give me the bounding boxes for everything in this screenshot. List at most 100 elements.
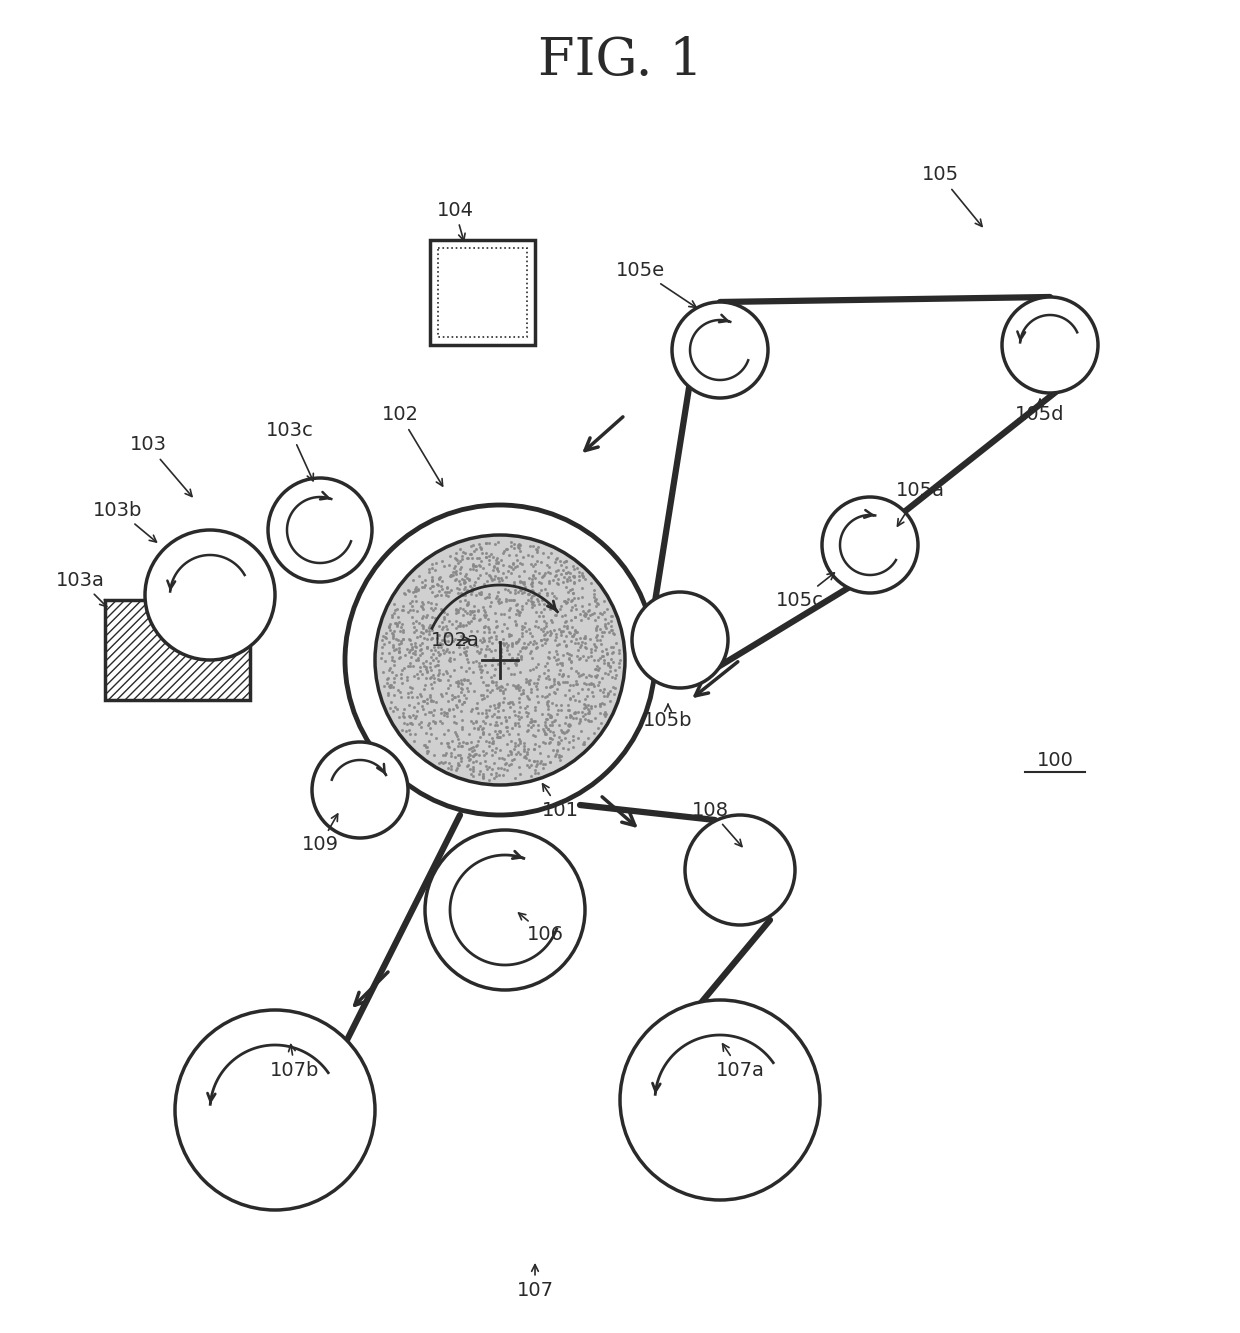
Point — [548, 670, 568, 692]
Point — [396, 720, 415, 741]
Point — [403, 713, 423, 734]
Point — [560, 688, 580, 709]
Point — [410, 625, 430, 647]
Point — [520, 584, 539, 605]
Point — [456, 732, 476, 753]
Point — [376, 627, 396, 648]
Point — [438, 677, 458, 698]
Point — [393, 659, 413, 680]
Point — [401, 600, 420, 621]
Point — [489, 757, 508, 778]
Point — [397, 669, 417, 690]
Point — [443, 613, 463, 635]
Point — [585, 617, 605, 639]
Point — [393, 583, 413, 604]
Point — [405, 591, 425, 612]
Point — [548, 700, 568, 721]
Point — [557, 720, 577, 741]
Point — [489, 561, 508, 583]
Point — [428, 664, 448, 685]
Point — [454, 615, 474, 636]
Point — [500, 649, 520, 670]
Point — [486, 674, 506, 696]
Point — [461, 741, 481, 762]
Point — [376, 627, 396, 648]
Point — [492, 677, 512, 698]
Point — [482, 672, 502, 693]
Point — [508, 674, 528, 696]
Point — [428, 669, 448, 690]
Point — [386, 600, 405, 621]
Point — [474, 629, 494, 651]
Point — [381, 697, 401, 718]
Point — [461, 701, 481, 722]
Point — [397, 713, 417, 734]
Point — [435, 623, 455, 644]
Point — [553, 737, 573, 758]
Point — [502, 632, 522, 653]
Point — [492, 764, 512, 785]
Point — [438, 757, 458, 778]
Point — [542, 543, 562, 564]
Point — [379, 677, 399, 698]
Point — [455, 601, 475, 623]
Point — [569, 712, 589, 733]
Point — [470, 556, 490, 577]
Point — [512, 599, 532, 620]
Point — [533, 611, 553, 632]
Circle shape — [620, 1000, 820, 1200]
Point — [596, 704, 616, 725]
Point — [486, 585, 506, 607]
Point — [531, 750, 551, 772]
Point — [526, 539, 546, 560]
Point — [433, 744, 453, 765]
Point — [458, 548, 477, 569]
Point — [429, 669, 449, 690]
Point — [485, 697, 505, 718]
Point — [501, 563, 521, 584]
Point — [381, 620, 401, 641]
Point — [389, 621, 409, 643]
Point — [423, 569, 443, 591]
Point — [484, 672, 503, 693]
Point — [601, 620, 621, 641]
Point — [450, 591, 470, 612]
Point — [420, 701, 440, 722]
Point — [563, 674, 583, 696]
Point — [434, 704, 454, 725]
Point — [461, 732, 481, 753]
Point — [472, 672, 492, 693]
Point — [475, 645, 495, 666]
Point — [498, 599, 518, 620]
Point — [456, 660, 476, 681]
Point — [467, 730, 487, 752]
Point — [420, 615, 440, 636]
Point — [563, 617, 583, 639]
Point — [475, 629, 495, 651]
Point — [552, 745, 572, 766]
Point — [453, 734, 472, 756]
Point — [521, 678, 541, 700]
Point — [521, 765, 541, 786]
Point — [412, 639, 432, 660]
Point — [596, 639, 616, 660]
Point — [450, 615, 470, 636]
Point — [475, 616, 495, 637]
Point — [441, 730, 461, 752]
Point — [438, 663, 458, 684]
Point — [466, 585, 486, 607]
Point — [464, 541, 484, 563]
Point — [455, 589, 475, 611]
Point — [553, 567, 573, 588]
Point — [404, 617, 424, 639]
Point — [451, 672, 471, 693]
Point — [464, 600, 484, 621]
Point — [422, 660, 441, 681]
Point — [580, 710, 600, 732]
Point — [451, 750, 471, 772]
Point — [537, 708, 557, 729]
Point — [527, 753, 547, 774]
Point — [476, 533, 496, 555]
Point — [498, 560, 518, 581]
Point — [451, 545, 471, 567]
